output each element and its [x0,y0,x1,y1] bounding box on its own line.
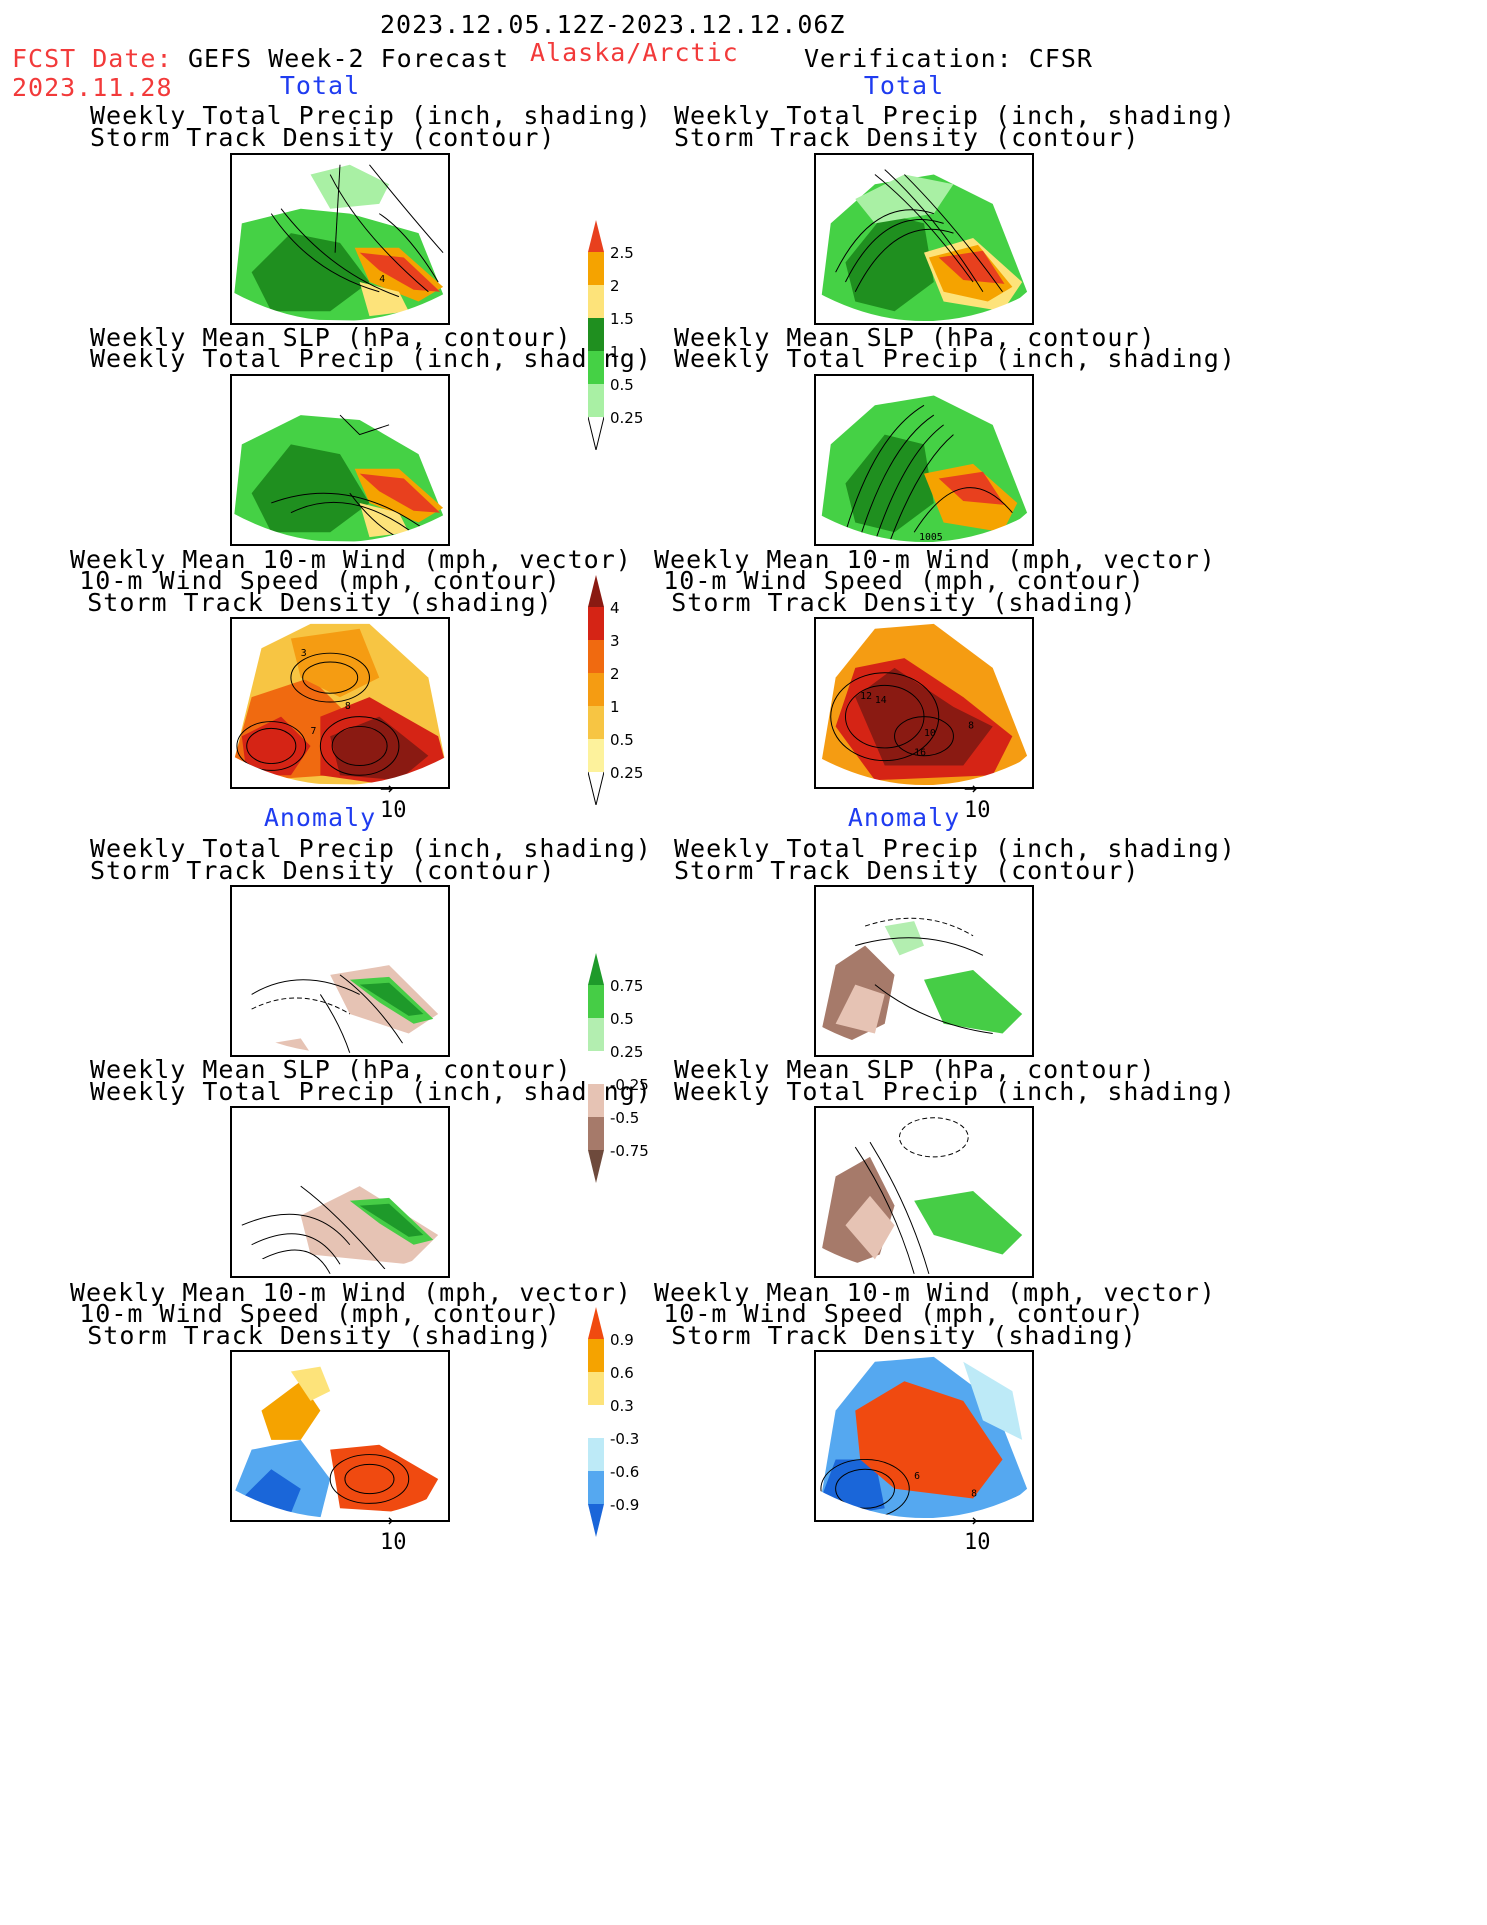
label-fcst-total-track-0: 4 [379,274,385,285]
label-verif-anom-wind-0: 6 [914,1471,920,1482]
map-verif-anom-wind: 6 8 [814,1350,1034,1522]
cbar-precip-total-label-3: 1 [610,343,620,361]
cbar-precip-anom-label-2: 0.25 [610,1043,644,1061]
title-r3-a: Weekly Mean 10-m Wind (mph, vector) [654,545,1216,574]
title-l1-a: Weekly Total Precip (inch, shading) [90,101,652,130]
title-l2-a: Weekly Mean SLP (hPa, contour) [90,323,572,352]
verification-label: Verification: CFSR [804,44,1093,73]
label-verif-total-wind-2: 10 [924,728,936,739]
cbar-precip-anom-label-4: -0.5 [610,1109,640,1127]
label-fcst-total-wind-2: 8 [345,701,351,712]
title-l2-b: Weekly Total Precip (inch, shading) [90,344,652,373]
cbar-track-anom-label-0: 0.9 [610,1331,634,1349]
cbar-precip-anom-label-3: -0.25 [610,1076,649,1094]
label-verif-total-wind-4: 8 [968,720,974,731]
title-r3-c: Storm Track Density (shading) [671,588,1137,617]
cbar-precip-total-label-4: 0.5 [610,376,634,394]
title-r2-b: Weekly Total Precip (inch, shading) [674,344,1236,373]
map-fcst-anom-slp-precip [230,1106,450,1278]
title-r5-b: Weekly Total Precip (inch, shading) [674,1077,1236,1106]
label-verif-total-wind-0: 12 [860,691,872,702]
map-fcst-anom-precip-track [230,885,450,1057]
title-l6-c: Storm Track Density (shading) [87,1321,553,1350]
title-l6-b: 10-m Wind Speed (mph, contour) [79,1299,561,1328]
cbar-precip-anom-label-5: -0.75 [610,1142,649,1160]
cbar-precip-anom-label-0: 0.75 [610,977,644,995]
colorbar-track-anom: 0.9 0.6 0.3 -0.3 -0.6 -0.9 [588,1307,708,1537]
section-anomaly-left: Anomaly [263,803,377,832]
cbar-track-anom-label-3: -0.3 [610,1430,640,1448]
cbar-precip-total-label-2: 1.5 [610,310,634,328]
label-verif-total-wind-1: 14 [875,695,887,706]
label-verif-total-slp-0: 1005 [919,532,943,543]
map-verif-anom-precip-track [814,885,1034,1057]
cbar-precip-anom-label-1: 0.5 [610,1010,634,1028]
vector-ref-l3: → 10 [380,776,407,823]
map-fcst-total-precip-track: 4 [230,153,450,325]
cbar-track-total-label-5: 0.25 [610,764,644,782]
section-total-left: Total [279,71,361,100]
section-total-right: Total [863,71,945,100]
map-fcst-total-slp-precip [230,374,450,546]
cbar-track-total-label-2: 2 [610,665,620,683]
colorbar-track-total: 4 3 2 1 0.5 0.25 [588,575,708,805]
section-anomaly-right: Anomaly [847,803,961,832]
label-fcst-total-wind-1: 7 [311,726,317,737]
map-verif-anom-slp-precip [814,1106,1034,1278]
title-l4-a: Weekly Total Precip (inch, shading) [90,834,652,863]
colorbar-precip-total: 2.5 2 1.5 1 0.5 0.25 [588,220,708,450]
colorbar-track-total-svg [588,575,604,805]
title-r4-b: Storm Track Density (contour) [674,856,1140,885]
cbar-track-total-label-0: 4 [610,599,620,617]
title-r3-b: 10-m Wind Speed (mph, contour) [663,566,1145,595]
map-verif-total-slp-precip: 1005 [814,374,1034,546]
title-l6-a: Weekly Mean 10-m Wind (mph, vector) [70,1278,632,1307]
map-verif-total-wind: 12 14 10 16 8 [814,617,1034,789]
colorbar-precip-anom-svg [588,953,604,1183]
title-l3-b: 10-m Wind Speed (mph, contour) [79,566,561,595]
title-r1-a: Weekly Total Precip (inch, shading) [674,101,1236,130]
cbar-track-anom-label-4: -0.6 [610,1463,640,1481]
fcst-date-label: FCST Date: [12,44,173,73]
title-r6-c: Storm Track Density (shading) [671,1321,1137,1350]
title-r5-a: Weekly Mean SLP (hPa, contour) [674,1055,1156,1084]
title-l4-b: Storm Track Density (contour) [90,856,556,885]
vector-ref-l6: → 10 [380,1508,407,1555]
cbar-track-anom-label-5: -0.9 [610,1496,640,1514]
product-name: GEFS Week-2 Forecast [188,44,510,73]
region-name: Alaska/Arctic [530,38,739,67]
title-l3-a: Weekly Mean 10-m Wind (mph, vector) [70,545,632,574]
colorbar-precip-anom: 0.75 0.5 0.25 -0.25 -0.5 -0.75 [588,953,708,1183]
cbar-track-total-label-3: 1 [610,698,620,716]
cbar-track-total-label-4: 0.5 [610,731,634,749]
title-l5-b: Weekly Total Precip (inch, shading) [90,1077,652,1106]
label-verif-anom-wind-1: 8 [971,1489,977,1500]
map-fcst-total-wind: 3 7 8 [230,617,450,789]
title-l1-b: Storm Track Density (contour) [90,123,556,152]
title-l5-a: Weekly Mean SLP (hPa, contour) [90,1055,572,1084]
title-r6-b: 10-m Wind Speed (mph, contour) [663,1299,1145,1328]
cbar-precip-total-label-1: 2 [610,277,620,295]
colorbar-precip-total-svg [588,220,604,450]
map-fcst-anom-wind [230,1350,450,1522]
title-l3-c: Storm Track Density (shading) [87,588,553,617]
title-r4-a: Weekly Total Precip (inch, shading) [674,834,1236,863]
title-r2-a: Weekly Mean SLP (hPa, contour) [674,323,1156,352]
cbar-track-anom-label-1: 0.6 [610,1364,634,1382]
title-r6-a: Weekly Mean 10-m Wind (mph, vector) [654,1278,1216,1307]
vector-ref-r6: → 10 [964,1508,991,1555]
cbar-precip-total-label-5: 0.25 [610,409,644,427]
period-title: 2023.12.05.12Z-2023.12.12.06Z [380,10,846,39]
cbar-precip-total-label-0: 2.5 [610,244,634,262]
label-fcst-total-wind-0: 3 [301,648,307,659]
fcst-date-value: 2023.11.28 [12,73,173,102]
cbar-track-total-label-1: 3 [610,632,620,650]
label-verif-total-wind-3: 16 [914,748,926,759]
cbar-track-anom-label-2: 0.3 [610,1397,634,1415]
map-verif-total-precip-track [814,153,1034,325]
title-r1-b: Storm Track Density (contour) [674,123,1140,152]
vector-ref-r3: → 10 [964,776,991,823]
colorbar-track-anom-svg [588,1307,604,1537]
